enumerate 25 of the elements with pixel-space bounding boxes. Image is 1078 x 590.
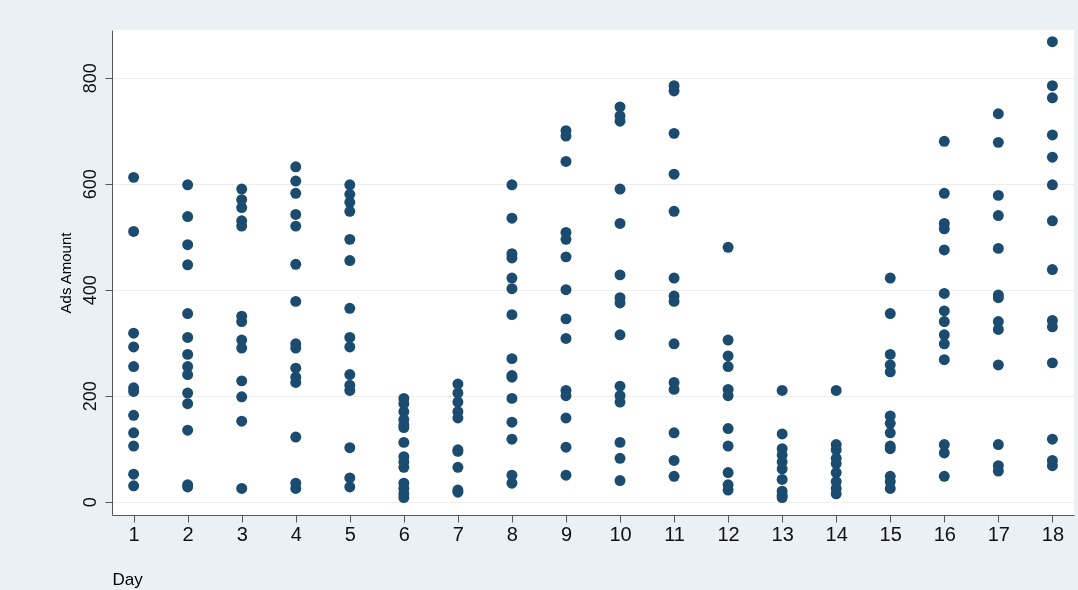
x-tick-label: 14 [825,522,848,545]
x-tick-label: 8 [506,522,518,545]
y-tick-label: 400 [79,275,100,306]
y-axis-title: Ads Amount [56,231,74,314]
x-tick-label: 13 [771,522,794,545]
x-tick-label: 18 [1041,522,1065,545]
x-tick-label: 4 [290,522,302,545]
x-tick-label: 5 [344,522,356,545]
x-tick-label: 10 [609,522,632,545]
y-tick-label: 200 [79,381,100,412]
x-tick-label: 16 [933,522,956,545]
x-tick-label: 17 [987,522,1010,545]
x-tick-label: 3 [236,522,248,545]
x-tick-label: 9 [560,522,573,545]
y-tick-label: 800 [79,63,100,94]
x-tick-label: 6 [398,522,410,545]
x-tick-label: 1 [128,522,140,545]
y-tick-label: 0 [79,497,100,508]
x-axis-title: Day [112,569,144,589]
x-tick-label: 7 [452,522,464,545]
x-tick-label: 11 [664,522,685,545]
y-tick-label: 600 [79,169,100,200]
x-tick-label: 12 [717,522,740,545]
x-tick-label: 2 [182,522,194,545]
x-tick-label: 15 [879,522,902,545]
